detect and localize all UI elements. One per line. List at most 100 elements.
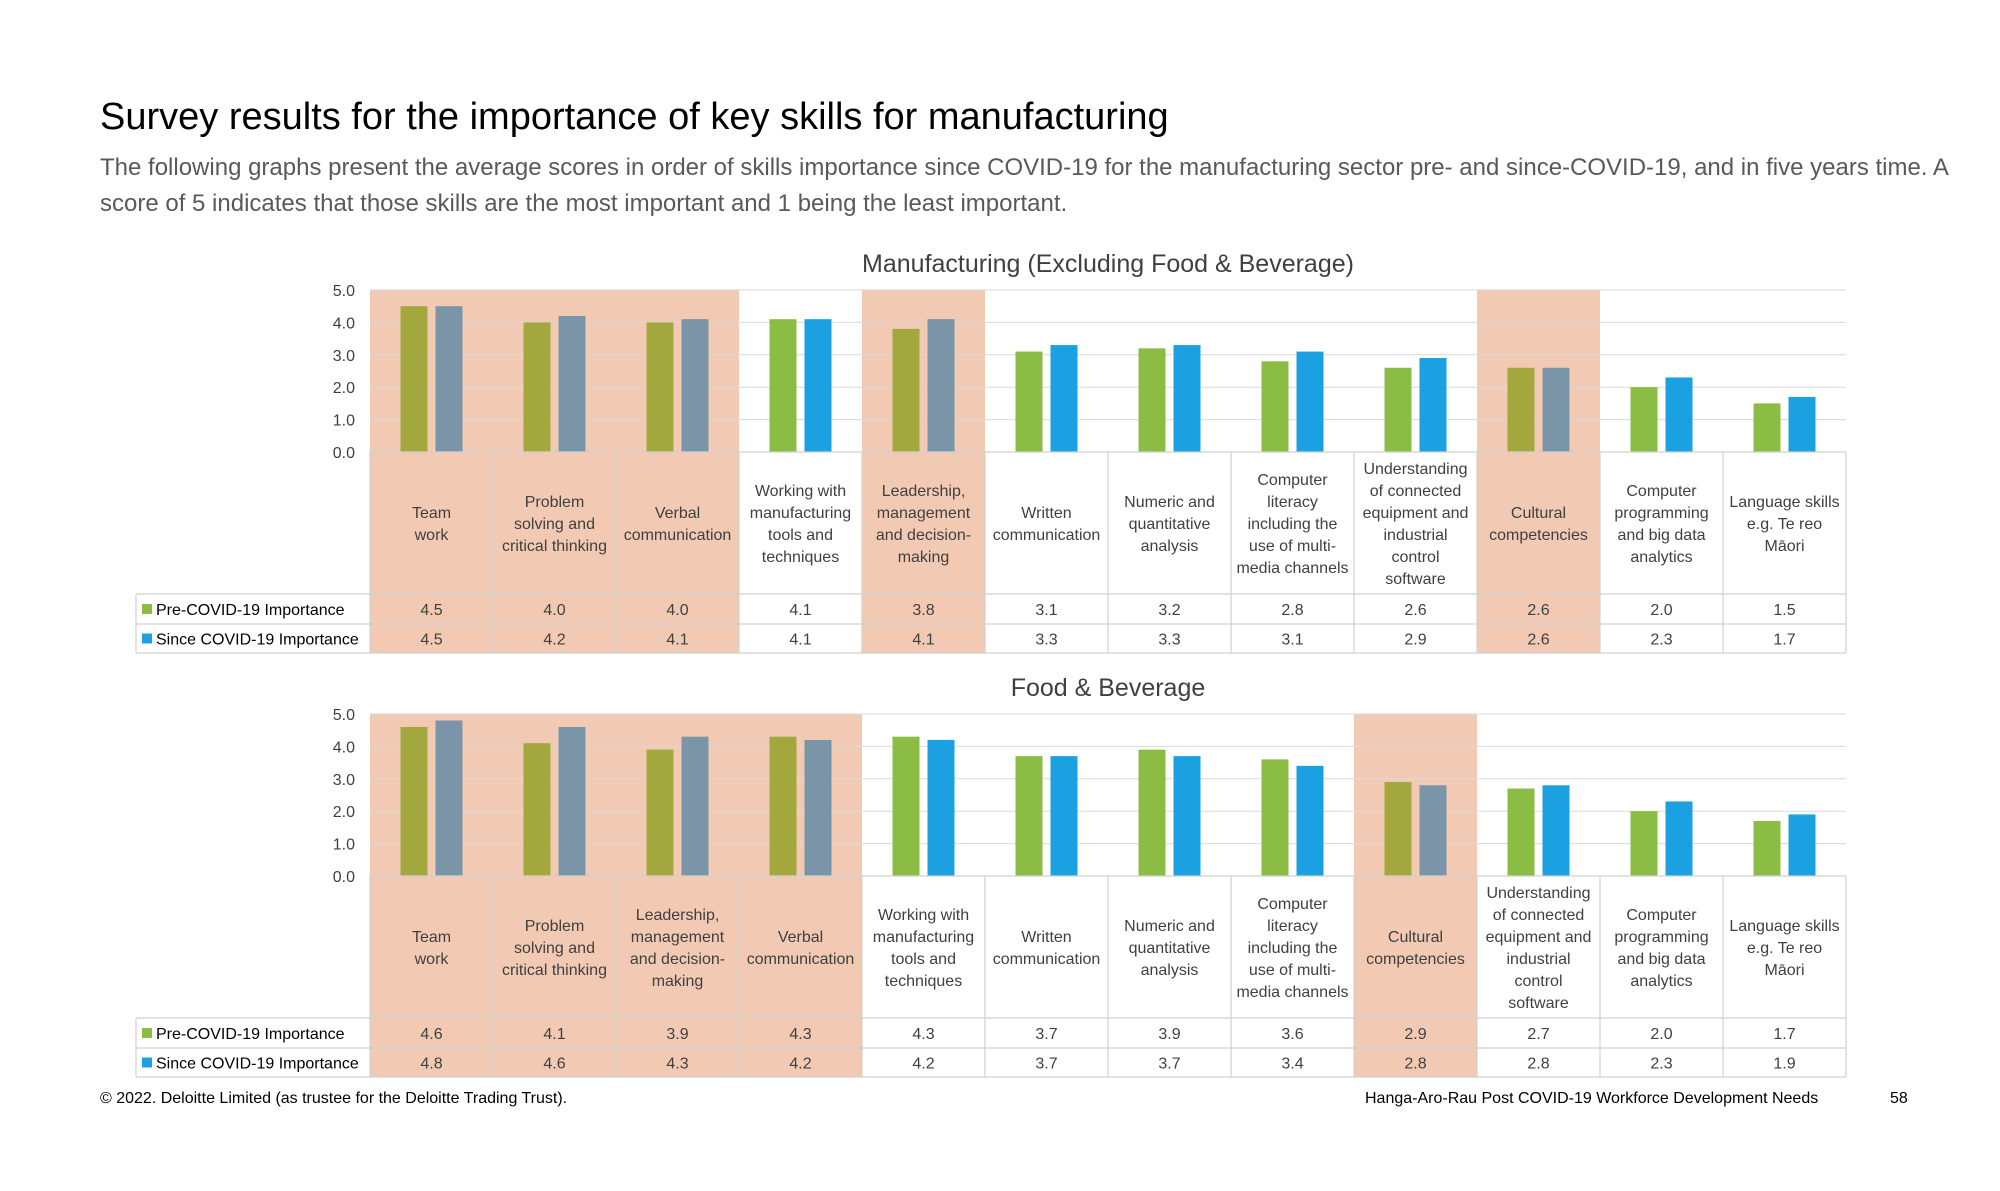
data-label: 3.4 xyxy=(1281,1056,1303,1073)
bar-since-covid xyxy=(1419,358,1447,452)
bar-since-covid xyxy=(558,315,586,452)
y-tick-label: 1.0 xyxy=(333,837,355,854)
bar-since-covid xyxy=(558,726,586,876)
y-tick-label: 4.0 xyxy=(333,739,355,756)
y-tick-label: 2.0 xyxy=(333,380,355,397)
data-label: 3.9 xyxy=(666,1026,688,1043)
data-label: 1.7 xyxy=(1773,632,1795,649)
data-label: 2.8 xyxy=(1404,1056,1426,1073)
category-label: Language skills e.g. Te reo Māori xyxy=(1729,494,1839,555)
bar-pre-covid xyxy=(1261,361,1289,452)
bar-pre-covid xyxy=(1753,820,1781,876)
page-number: 58 xyxy=(1890,1090,1908,1107)
category-label: Numeric and quantitative analysis xyxy=(1124,494,1215,555)
category-label: Understanding of connected equipment and in… xyxy=(1363,461,1469,588)
category-label: Understanding of connected equipment and in… xyxy=(1486,885,1592,1012)
bar-pre-covid xyxy=(1630,811,1658,876)
bar-since-covid xyxy=(435,720,463,876)
page-title: Survey results for the importance of key… xyxy=(100,96,1169,138)
data-label: 3.7 xyxy=(1158,1056,1180,1073)
highlight-band xyxy=(493,714,616,1077)
bar-pre-covid xyxy=(523,743,551,876)
data-label: 4.3 xyxy=(666,1056,688,1073)
legend-since-covid: Since COVID-19 Importance xyxy=(156,632,359,649)
highlight-band xyxy=(616,290,739,653)
chart-title: Food & Beverage xyxy=(1011,674,1206,702)
category-label: Team work xyxy=(412,929,451,968)
bar-pre-covid xyxy=(1138,749,1166,876)
legend-swatch-since-covid xyxy=(142,1057,152,1068)
y-tick-label: 0.0 xyxy=(333,445,355,462)
bar-since-covid xyxy=(1296,765,1324,876)
data-label: 4.1 xyxy=(912,632,934,649)
bar-since-covid xyxy=(1665,377,1693,452)
y-tick-label: 0.0 xyxy=(333,869,355,886)
bar-since-covid xyxy=(1542,367,1570,452)
y-tick-label: 4.0 xyxy=(333,315,355,332)
data-label: 4.8 xyxy=(420,1056,442,1073)
bar-pre-covid xyxy=(892,736,920,876)
data-label: 4.5 xyxy=(420,632,442,649)
category-label: Computer programming and big data analytics xyxy=(1614,483,1708,566)
legend-pre-covid: Pre-COVID-19 Importance xyxy=(156,602,345,619)
highlight-band xyxy=(1477,290,1600,653)
bar-pre-covid xyxy=(646,749,674,876)
category-label: Leadership, management and decision-making xyxy=(876,483,971,566)
bar-pre-covid xyxy=(646,322,674,452)
data-label: 2.8 xyxy=(1281,602,1303,619)
bar-since-covid xyxy=(1542,785,1570,876)
data-label: 4.0 xyxy=(666,602,688,619)
category-label: Language skills e.g. Te reo Māori xyxy=(1729,918,1839,979)
bar-pre-covid xyxy=(1261,759,1289,876)
data-label: 4.6 xyxy=(543,1056,565,1073)
bar-since-covid xyxy=(1419,785,1447,876)
bar-pre-covid xyxy=(769,319,797,452)
data-label: 4.1 xyxy=(543,1026,565,1043)
data-label: 4.1 xyxy=(789,602,811,619)
data-label: 3.2 xyxy=(1158,602,1180,619)
category-label: Cultural competencies xyxy=(1366,929,1465,968)
bar-since-covid xyxy=(927,739,955,876)
bar-pre-covid xyxy=(400,726,428,876)
bar-pre-covid xyxy=(1507,367,1535,452)
y-tick-label: 3.0 xyxy=(333,348,355,365)
bar-since-covid xyxy=(1173,756,1201,876)
bar-pre-covid xyxy=(1384,367,1412,452)
data-label: 2.3 xyxy=(1650,632,1672,649)
category-label: Problem solving and critical thinking xyxy=(502,494,607,555)
data-label: 4.5 xyxy=(420,602,442,619)
category-label: Problem solving and critical thinking xyxy=(502,918,607,979)
data-label: 3.3 xyxy=(1035,632,1057,649)
legend-swatch-pre-covid xyxy=(142,1028,152,1038)
highlight-band xyxy=(862,290,985,653)
category-label: Working with manufacturing tools and techni… xyxy=(750,483,851,566)
data-label: 4.1 xyxy=(666,632,688,649)
category-label: Computer programming and big data analytics xyxy=(1614,907,1708,990)
data-label: 2.9 xyxy=(1404,632,1426,649)
bar-since-covid xyxy=(804,319,832,452)
category-label: Computer literacy including the use of mult… xyxy=(1236,472,1348,577)
y-tick-label: 2.0 xyxy=(333,804,355,821)
bar-since-covid xyxy=(1050,345,1078,452)
data-label: 4.3 xyxy=(789,1026,811,1043)
highlight-band xyxy=(493,290,616,653)
bar-since-covid xyxy=(1665,801,1693,876)
category-label: Verbal communication xyxy=(624,505,732,544)
bar-since-covid xyxy=(1173,345,1201,452)
data-label: 2.7 xyxy=(1527,1026,1549,1043)
bar-since-covid xyxy=(1788,396,1816,452)
bar-pre-covid xyxy=(1384,782,1412,876)
category-label: Numeric and quantitative analysis xyxy=(1124,918,1215,979)
category-label: Team work xyxy=(412,505,451,544)
highlight-band xyxy=(1354,714,1477,1077)
y-tick-label: 1.0 xyxy=(333,413,355,430)
report-title-footer: Hanga-Aro-Rau Post COVID-19 Workforce De… xyxy=(1365,1090,1819,1107)
data-label: 2.0 xyxy=(1650,602,1672,619)
legend-pre-covid: Pre-COVID-19 Importance xyxy=(156,1026,345,1043)
data-label: 2.6 xyxy=(1527,602,1549,619)
data-label: 1.5 xyxy=(1773,602,1795,619)
data-label: 4.2 xyxy=(789,1056,811,1073)
bar-since-covid xyxy=(804,739,832,876)
highlight-band xyxy=(616,714,739,1077)
category-label: Cultural competencies xyxy=(1489,505,1588,544)
